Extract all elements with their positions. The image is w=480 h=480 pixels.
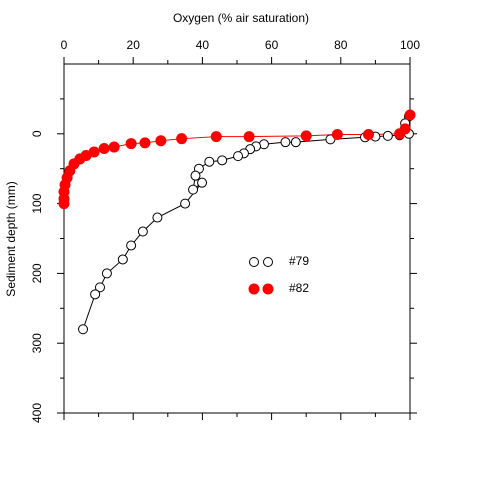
y-tick-label: 300 (30, 333, 44, 353)
point (125, 138, 137, 150)
point (101, 268, 112, 279)
point (78, 324, 89, 335)
point (139, 137, 151, 149)
point (404, 109, 416, 121)
point (394, 128, 406, 140)
point (233, 151, 244, 162)
point (94, 282, 105, 293)
legend-marker (249, 257, 259, 267)
point (204, 156, 215, 167)
point (90, 289, 101, 300)
legend-label: #79 (289, 254, 309, 268)
legend-marker (263, 257, 273, 267)
point (243, 131, 255, 143)
point (188, 184, 199, 195)
point (210, 131, 222, 143)
point (108, 141, 120, 153)
legend-label: #82 (289, 281, 309, 295)
x-tick-label: 80 (334, 38, 348, 52)
y-axis-title: Sediment depth (mm) (4, 181, 18, 296)
y-tick-label: 100 (30, 193, 44, 213)
point (98, 142, 110, 154)
x-axis-title: Oxygen (% air saturation) (173, 11, 309, 25)
point (300, 130, 312, 142)
point (58, 198, 70, 210)
x-tick-label: 40 (196, 38, 210, 52)
point (197, 177, 208, 188)
point (190, 170, 201, 181)
point (180, 198, 191, 209)
point (155, 135, 167, 147)
y-tick-label: 200 (30, 263, 44, 283)
x-tick-label: 100 (400, 38, 420, 52)
point (137, 226, 148, 237)
point (152, 212, 163, 223)
point (290, 137, 301, 148)
point (217, 155, 228, 166)
point (126, 240, 137, 251)
x-tick-label: 0 (61, 38, 68, 52)
point (176, 133, 188, 145)
point (382, 130, 393, 141)
legend-marker (248, 283, 260, 295)
y-tick-label: 0 (30, 130, 44, 137)
point (117, 254, 128, 265)
x-tick-label: 60 (265, 38, 279, 52)
x-tick-label: 20 (127, 38, 141, 52)
point (331, 128, 343, 140)
point (362, 128, 374, 140)
point (280, 137, 291, 148)
y-tick-label: 400 (30, 403, 44, 423)
legend-marker (262, 283, 274, 295)
